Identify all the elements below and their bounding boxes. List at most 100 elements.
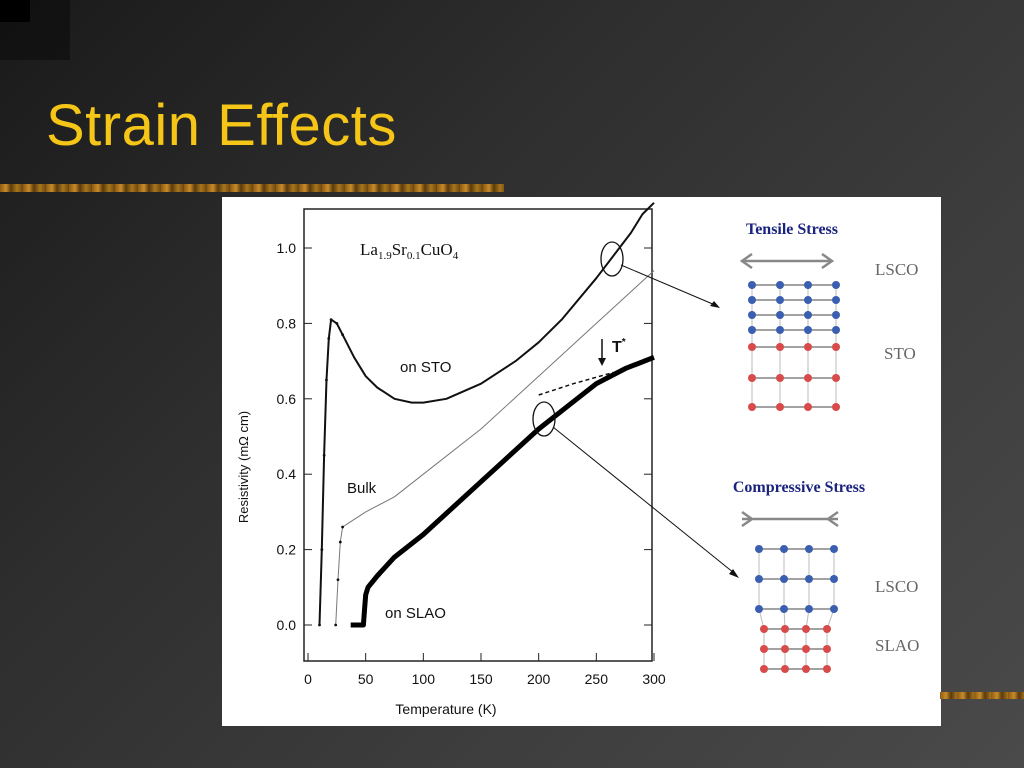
lsco-atom bbox=[755, 605, 763, 613]
substrate-atom bbox=[781, 625, 789, 633]
title-divider bbox=[0, 184, 504, 192]
lsco-atom bbox=[776, 311, 784, 319]
y-tick-label: 1.0 bbox=[277, 240, 297, 256]
series-line-on-slao bbox=[350, 354, 655, 628]
x-tick-label: 50 bbox=[358, 671, 374, 687]
axis-ticks: 0 50 100 150 200 250 300 0.0 0.2 0.4 0.6 0.8 1.0 bbox=[277, 240, 666, 687]
compressive-lattice bbox=[755, 545, 838, 673]
tensile-title: Tensile Stress bbox=[746, 221, 838, 238]
data-point bbox=[335, 322, 339, 325]
data-point bbox=[318, 623, 321, 627]
substrate-atom bbox=[802, 625, 810, 633]
tensile-bottom-label: STO bbox=[884, 344, 916, 363]
data-point bbox=[325, 378, 328, 382]
lsco-atom bbox=[830, 575, 838, 583]
substrate-atom bbox=[760, 625, 768, 633]
lsco-atom bbox=[832, 281, 840, 289]
lsco-atom bbox=[776, 281, 784, 289]
data-point bbox=[341, 333, 344, 337]
x-tick-label: 250 bbox=[585, 671, 609, 687]
substrate-atom bbox=[781, 665, 789, 673]
substrate-atom bbox=[802, 645, 810, 653]
x-tick-label: 200 bbox=[527, 671, 551, 687]
slao-highlight-ellipse bbox=[532, 401, 556, 437]
substrate-atom bbox=[823, 665, 831, 673]
series-line-slao-extrapolation bbox=[538, 371, 614, 396]
lsco-atom bbox=[804, 281, 812, 289]
lsco-atom bbox=[780, 605, 788, 613]
lsco-atom bbox=[748, 281, 756, 289]
substrate-atom bbox=[776, 403, 784, 411]
substrate-atom bbox=[776, 343, 784, 351]
lsco-atom bbox=[755, 545, 763, 553]
substrate-atom bbox=[832, 403, 840, 411]
lsco-atom bbox=[748, 311, 756, 319]
lsco-atom bbox=[830, 605, 838, 613]
y-tick-label: 0.8 bbox=[277, 315, 297, 331]
substrate-atom bbox=[748, 403, 756, 411]
plot-frame bbox=[303, 208, 653, 662]
figure-svg: 0 50 100 150 200 250 300 0.0 0.2 0.4 0.6 0.8 1.0 La1… bbox=[236, 202, 919, 717]
compressive-bottom-label: SLAO bbox=[875, 636, 919, 655]
x-tick-label: 150 bbox=[469, 671, 493, 687]
substrate-atom bbox=[804, 374, 812, 382]
lsco-atom bbox=[780, 575, 788, 583]
annotation-bulk: Bulk bbox=[347, 480, 377, 497]
compressive-arrow bbox=[741, 510, 839, 528]
y-tick-label: 0.0 bbox=[277, 617, 297, 633]
data-point bbox=[320, 548, 324, 551]
lsco-atom bbox=[780, 545, 788, 553]
lsco-atom bbox=[830, 545, 838, 553]
x-tick-label: 100 bbox=[412, 671, 436, 687]
x-tick-label: 300 bbox=[642, 671, 666, 687]
lsco-atom bbox=[805, 545, 813, 553]
annotation-on-slao: on SLAO bbox=[385, 605, 446, 622]
lsco-atom bbox=[804, 296, 812, 304]
substrate-atom bbox=[832, 343, 840, 351]
figure-panel: 0 50 100 150 200 250 300 0.0 0.2 0.4 0.6 0.8 1.0 La1… bbox=[222, 197, 941, 726]
substrate-atom bbox=[760, 645, 768, 653]
data-point bbox=[322, 453, 326, 457]
data-point bbox=[341, 525, 344, 529]
substrate-atom bbox=[804, 343, 812, 351]
data-point bbox=[329, 318, 333, 322]
series-line-on-sto bbox=[318, 202, 655, 626]
data-point bbox=[334, 623, 338, 627]
annotation-on-sto: on STO bbox=[400, 359, 451, 376]
substrate-atom bbox=[776, 374, 784, 382]
lsco-atom bbox=[832, 326, 840, 334]
sto-highlight-ellipse bbox=[600, 241, 624, 277]
arrow-to-tensile bbox=[620, 264, 720, 308]
x-axis-label: Temperature (K) bbox=[395, 701, 496, 717]
compressive-title: Compressive Stress bbox=[733, 479, 865, 496]
annotation-tstar: T* bbox=[612, 337, 626, 356]
substrate-atom bbox=[748, 374, 756, 382]
tstar-arrow bbox=[598, 339, 606, 366]
substrate-atom bbox=[804, 403, 812, 411]
lsco-atom bbox=[805, 605, 813, 613]
series-group bbox=[318, 202, 655, 628]
data-point bbox=[327, 337, 331, 340]
lsco-atom bbox=[805, 575, 813, 583]
bottom-accent-rule bbox=[940, 692, 1024, 699]
arrow-to-compressive bbox=[552, 426, 739, 578]
substrate-atom bbox=[823, 625, 831, 633]
lsco-atom bbox=[776, 296, 784, 304]
lsco-atom bbox=[748, 296, 756, 304]
substrate-atom bbox=[781, 645, 789, 653]
substrate-atom bbox=[832, 374, 840, 382]
y-tick-label: 0.2 bbox=[277, 542, 297, 558]
data-point bbox=[338, 540, 342, 544]
slide-title: Strain Effects bbox=[46, 93, 397, 158]
lsco-atom bbox=[804, 326, 812, 334]
tensile-lattice bbox=[748, 281, 840, 411]
corner-block bbox=[0, 0, 30, 22]
lsco-atom bbox=[748, 326, 756, 334]
lsco-atom bbox=[832, 296, 840, 304]
lsco-atom bbox=[832, 311, 840, 319]
lsco-atom bbox=[776, 326, 784, 334]
substrate-atom bbox=[748, 343, 756, 351]
lsco-atom bbox=[755, 575, 763, 583]
compressive-top-label: LSCO bbox=[875, 577, 918, 596]
y-tick-label: 0.4 bbox=[277, 466, 297, 482]
